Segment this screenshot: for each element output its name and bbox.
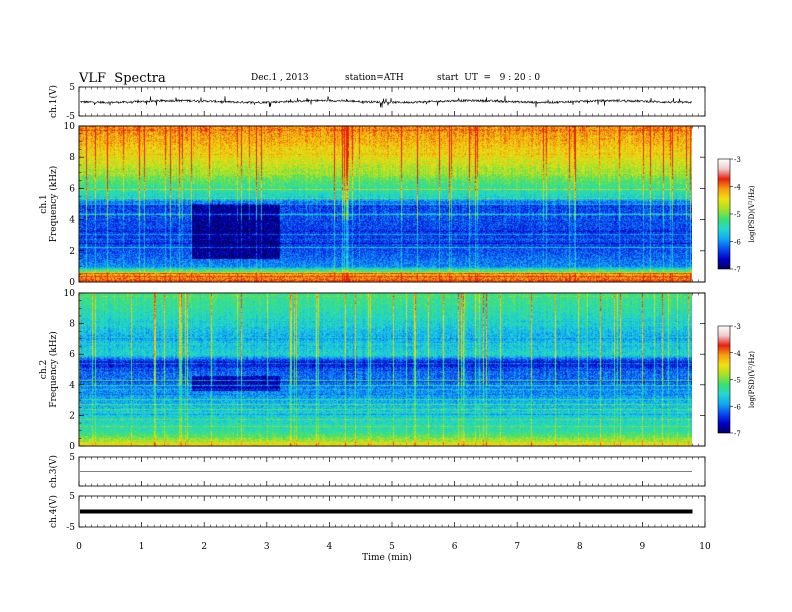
y-tick-label: 5	[69, 492, 75, 502]
x-tick-label: 7	[514, 542, 520, 552]
colorbar-tick-label: -6	[734, 239, 741, 247]
y-tick-label: 4	[69, 381, 75, 391]
x-tick-label: 3	[264, 542, 270, 552]
panel-1-ylabel: ch.1(V)	[48, 85, 59, 118]
x-tick-label: 5	[389, 542, 395, 552]
y-tick-label: 2	[69, 411, 75, 421]
x-tick-label: 8	[577, 542, 583, 552]
panel-3-spectrogram	[79, 293, 692, 446]
y-tick-label: 0	[69, 442, 75, 452]
y-tick-label: -5	[66, 523, 75, 533]
y-tick-label: 5	[69, 453, 75, 463]
colorbar-tick-label: -7	[734, 266, 741, 274]
panel-3-colorbar	[717, 325, 731, 434]
panel-5-ylabel: ch.4(V)	[48, 495, 59, 528]
panel-2-colorbar-label: log(PSD)(V²/Hz)	[748, 185, 756, 242]
x-tick-label: 0	[76, 542, 82, 552]
panel-2-colorbar	[717, 158, 731, 270]
panel-2-ylabel-line-1: ch.1	[39, 194, 49, 213]
y-tick-label: 2	[69, 247, 75, 257]
x-tick-label: 4	[327, 542, 333, 552]
y-tick-label: 5	[69, 83, 75, 93]
colorbar-tick-label: -7	[734, 430, 741, 438]
panel-3-ylabel-line-1: ch.2	[39, 360, 49, 379]
y-tick-label: -5	[66, 112, 75, 122]
panel-2-ylabel-line-2: Frequency (kHz)	[48, 166, 59, 243]
colorbar-tick-label: -4	[734, 184, 741, 192]
y-tick-label: 6	[69, 350, 75, 360]
colorbar-tick-label: -4	[734, 350, 741, 358]
x-axis-label: Time (min)	[362, 552, 412, 563]
y-tick-label: 6	[69, 184, 75, 194]
x-tick-label: 1	[139, 542, 145, 552]
colorbar-tick-label: -5	[734, 211, 741, 219]
plot-title: VLF Spectra	[79, 71, 166, 86]
panel-2-spectrogram	[79, 126, 692, 282]
panel-3-colorbar-label: log(PSD)(V²/Hz)	[748, 351, 756, 408]
y-tick-label: 8	[69, 153, 75, 163]
panel-5-signal-band	[80, 509, 693, 514]
date-label: Dec.1 , 2013	[251, 73, 309, 83]
y-tick-label: 0	[69, 278, 75, 288]
station-label: station=ATH	[345, 73, 404, 83]
y-tick-label: 4	[69, 216, 75, 226]
x-tick-label: 2	[201, 542, 207, 552]
x-tick-label: 9	[640, 542, 646, 552]
colorbar-tick-label: -3	[734, 323, 741, 331]
colorbar-tick-label: -6	[734, 403, 741, 411]
x-tick-label: 6	[452, 542, 458, 552]
start-time-label: start UT = 9 : 20 : 0	[437, 73, 541, 83]
panel-1-signal-line	[80, 95, 693, 108]
colorbar-tick-label: -5	[734, 377, 741, 385]
x-tick-label: 10	[699, 542, 711, 552]
colorbar-tick-label: -3	[734, 156, 741, 164]
panel-4-ylabel: ch.3(V)	[48, 455, 59, 488]
panel-3-ylabel-line-2: Frequency (kHz)	[48, 331, 59, 408]
y-tick-label: 10	[64, 122, 76, 132]
y-tick-label: 10	[64, 289, 76, 299]
y-tick-label: 8	[69, 320, 75, 330]
